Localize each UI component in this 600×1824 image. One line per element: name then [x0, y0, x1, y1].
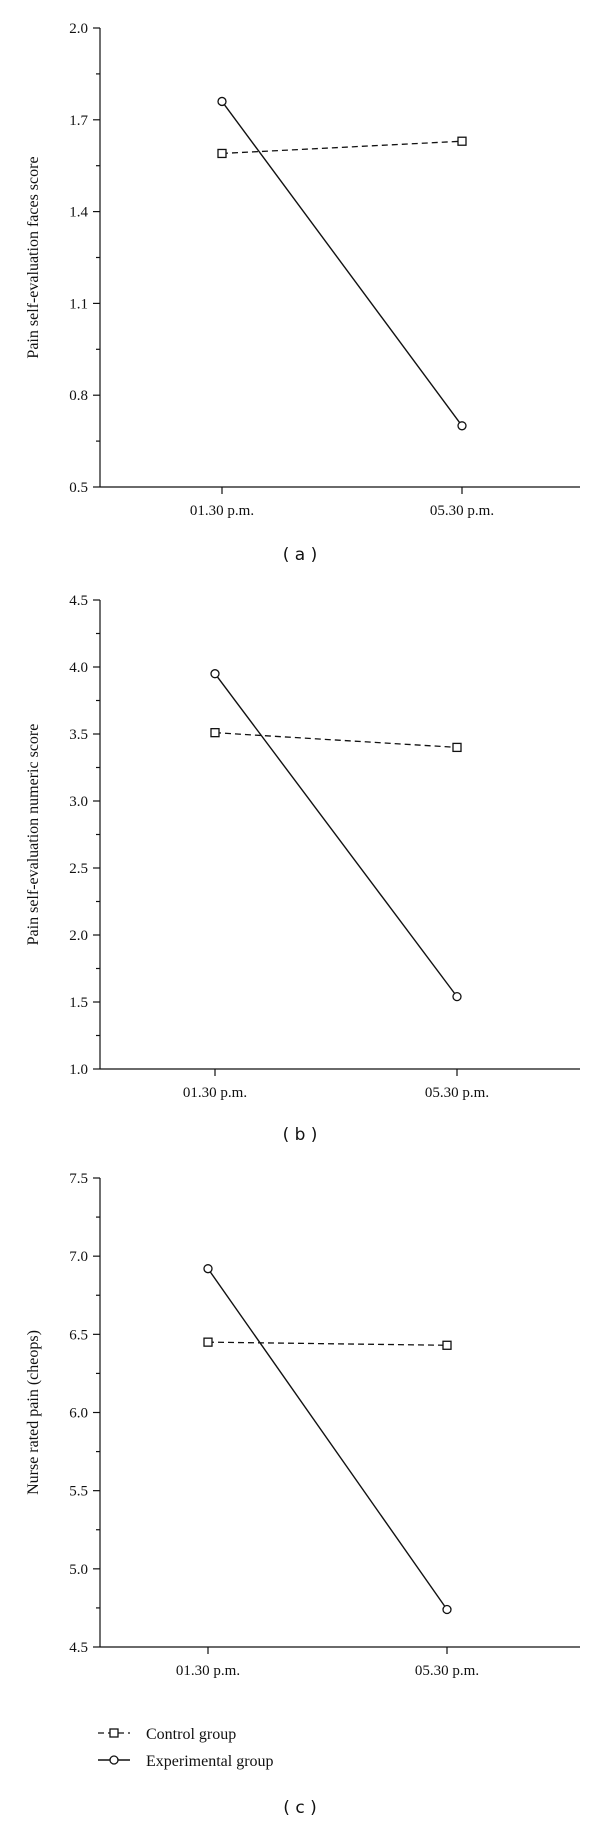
- x-tick-label: 01.30 p.m.: [190, 503, 254, 519]
- y-tick-label: 2.0: [69, 21, 88, 37]
- series-control-group: [203, 1337, 452, 1350]
- data-point: [203, 1337, 213, 1347]
- y-tick-label: 7.0: [69, 1249, 88, 1265]
- legend-control-label: Control group: [146, 1726, 236, 1743]
- series-line: [207, 1341, 448, 1346]
- x-tick-label: 05.30 p.m.: [425, 1085, 489, 1101]
- series-experimental-group: [217, 96, 467, 431]
- y-axis-title: Nurse rated pain (cheops): [25, 1330, 42, 1495]
- panel-label-b: ( b ): [283, 1125, 318, 1145]
- series-control-group: [210, 728, 462, 753]
- y-axis-title: Pain self-evaluation numeric score: [25, 724, 42, 946]
- data-point: [210, 728, 220, 738]
- x-tick-label: 01.30 p.m.: [183, 1085, 247, 1101]
- y-tick-label: 1.0: [69, 1062, 88, 1078]
- legend-item-control: Control group: [98, 1726, 236, 1743]
- y-tick-label: 2.5: [69, 861, 88, 877]
- y-tick-label: 0.5: [69, 480, 88, 496]
- series-experimental-group: [210, 669, 462, 1002]
- data-point: [442, 1604, 452, 1615]
- chart-panel-a: 0.5 0.8 1.1 1.4 1.7 2.0 01.30 p.m. 05.30 p.m. Pa…: [25, 21, 580, 565]
- x-tick-label: 05.30 p.m.: [415, 1663, 479, 1679]
- series-line: [214, 732, 458, 749]
- y-tick-label: 7.5: [69, 1171, 88, 1187]
- x-tick-label: 05.30 p.m.: [430, 503, 494, 519]
- data-point: [217, 148, 227, 159]
- legend-experimental-label: Experimental group: [146, 1753, 274, 1770]
- y-tick-label: 6.5: [69, 1327, 88, 1343]
- panel-label-a: ( a ): [283, 545, 318, 565]
- y-tick-label: 5.0: [69, 1562, 88, 1578]
- data-point: [217, 96, 227, 107]
- legend-experimental-marker: [109, 1755, 119, 1765]
- y-tick-label: 1.4: [69, 205, 88, 221]
- charts: 0.5 0.8 1.1 1.4 1.7 2.0 01.30 p.m. 05.30 p.m. Pa…: [25, 21, 580, 1818]
- legend-control-marker: [109, 1728, 119, 1738]
- legend: Control group Experimental group: [98, 1726, 274, 1770]
- series-control-group: [217, 136, 467, 159]
- legend-item-experimental: Experimental group: [98, 1753, 274, 1770]
- y-tick-label: 1.5: [69, 995, 88, 1011]
- data-point: [452, 991, 462, 1002]
- y-tick-label: 4.0: [69, 660, 88, 676]
- series-line: [221, 101, 463, 427]
- data-point: [452, 742, 462, 753]
- y-tick-label: 1.7: [69, 113, 88, 129]
- y-tick-label: 6.0: [69, 1406, 88, 1422]
- y-tick-label: 3.5: [69, 727, 88, 743]
- y-tick-label: 5.5: [69, 1484, 88, 1500]
- series-line: [221, 140, 463, 155]
- data-point: [210, 669, 220, 679]
- y-tick-label: 3.0: [69, 794, 88, 810]
- x-tick-label: 01.30 p.m.: [176, 1663, 240, 1679]
- chart-panel-c: 4.5 5.0 5.5 6.0 6.5 7.0 7.5 01.30 p.m. 05.30 p.m…: [25, 1171, 580, 1818]
- data-point: [442, 1340, 452, 1350]
- y-tick-label: 0.8: [69, 388, 88, 404]
- data-point: [457, 136, 467, 146]
- y-tick-label: 4.5: [69, 1640, 88, 1656]
- panel-label-c: ( c ): [283, 1798, 316, 1818]
- data-point: [457, 421, 467, 431]
- data-point: [203, 1264, 213, 1274]
- y-axis-title: Pain self-evaluation faces score: [25, 156, 42, 358]
- chart-panel-b: 1.0 1.5 2.0 2.5 3.0 3.5 4.0 4.5 01.30 p.m. 05.30 …: [25, 593, 580, 1145]
- y-tick-label: 2.0: [69, 928, 88, 944]
- series-line: [214, 673, 458, 998]
- y-tick-label: 1.1: [69, 296, 88, 312]
- y-tick-label: 4.5: [69, 593, 88, 609]
- series-line: [207, 1268, 448, 1610]
- series-experimental-group: [203, 1264, 452, 1615]
